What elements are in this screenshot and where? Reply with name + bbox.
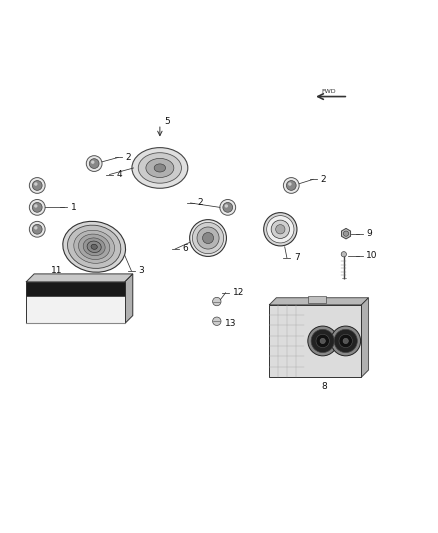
Bar <box>269 305 361 377</box>
Circle shape <box>34 204 38 208</box>
Polygon shape <box>26 274 133 282</box>
Circle shape <box>29 177 45 193</box>
Circle shape <box>192 222 224 254</box>
Circle shape <box>197 227 219 249</box>
Circle shape <box>223 203 233 212</box>
Text: 8: 8 <box>321 383 327 391</box>
Circle shape <box>331 326 360 356</box>
Circle shape <box>334 329 357 352</box>
Circle shape <box>311 329 334 352</box>
Circle shape <box>343 338 348 344</box>
Ellipse shape <box>74 230 115 263</box>
Circle shape <box>267 216 294 243</box>
Circle shape <box>276 224 285 234</box>
Ellipse shape <box>91 244 97 249</box>
Circle shape <box>220 199 236 215</box>
Polygon shape <box>125 274 133 324</box>
Ellipse shape <box>83 238 105 256</box>
Circle shape <box>225 204 228 208</box>
Circle shape <box>308 326 338 356</box>
Circle shape <box>32 224 42 234</box>
Circle shape <box>343 231 349 236</box>
Bar <box>26 282 125 296</box>
Text: 7: 7 <box>294 253 300 262</box>
Text: 12: 12 <box>233 288 244 297</box>
Polygon shape <box>361 298 368 377</box>
Circle shape <box>283 177 299 193</box>
Circle shape <box>341 252 346 257</box>
Circle shape <box>32 203 42 212</box>
Circle shape <box>34 182 38 186</box>
Text: 2: 2 <box>198 198 203 207</box>
Text: 11: 11 <box>51 266 63 276</box>
Ellipse shape <box>63 221 126 272</box>
Circle shape <box>271 220 290 238</box>
Ellipse shape <box>138 153 181 183</box>
Text: FWD: FWD <box>321 89 336 94</box>
Text: 10: 10 <box>366 251 378 260</box>
Text: 1: 1 <box>71 203 76 212</box>
Circle shape <box>190 220 226 256</box>
Circle shape <box>91 160 95 164</box>
Text: 9: 9 <box>366 229 372 238</box>
Circle shape <box>29 221 45 237</box>
Circle shape <box>212 297 221 306</box>
Ellipse shape <box>154 164 166 172</box>
Ellipse shape <box>87 241 101 253</box>
Circle shape <box>89 159 99 168</box>
Circle shape <box>34 226 38 230</box>
Ellipse shape <box>78 234 110 260</box>
Bar <box>26 282 125 324</box>
Text: 3: 3 <box>138 266 144 276</box>
Circle shape <box>264 213 297 246</box>
Text: 2: 2 <box>320 175 326 184</box>
Text: 6: 6 <box>182 245 188 254</box>
Ellipse shape <box>146 158 174 177</box>
Polygon shape <box>342 229 350 239</box>
Circle shape <box>212 317 221 326</box>
Text: 4: 4 <box>117 170 122 179</box>
Ellipse shape <box>132 148 188 188</box>
Text: 13: 13 <box>225 319 236 328</box>
Circle shape <box>320 338 325 344</box>
Circle shape <box>86 156 102 172</box>
Bar <box>308 296 326 303</box>
Circle shape <box>32 181 42 190</box>
Ellipse shape <box>67 225 121 269</box>
Text: 2: 2 <box>125 153 131 162</box>
Circle shape <box>29 199 45 215</box>
Polygon shape <box>269 298 368 305</box>
Circle shape <box>316 334 329 348</box>
Circle shape <box>339 334 353 348</box>
Circle shape <box>202 232 214 244</box>
Text: 5: 5 <box>164 117 170 126</box>
Circle shape <box>286 181 296 190</box>
Circle shape <box>288 182 292 186</box>
